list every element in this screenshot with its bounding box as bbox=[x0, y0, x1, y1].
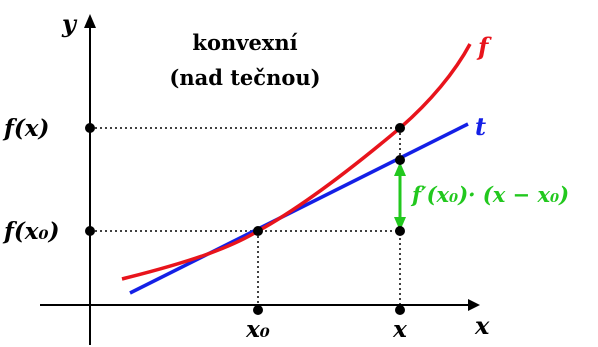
point-x0-axis bbox=[253, 305, 263, 315]
difference-label: f′(x₀)· (x − x₀) bbox=[410, 182, 569, 207]
x-axis-label: x bbox=[474, 311, 490, 340]
difference-arrowhead-top bbox=[394, 162, 406, 176]
point-tangency bbox=[253, 226, 263, 236]
tangent-line bbox=[129, 122, 469, 295]
point-level-x bbox=[395, 226, 405, 236]
point-curve-x bbox=[395, 123, 405, 133]
x-axis-arrow bbox=[468, 299, 480, 311]
point-tangent-x bbox=[395, 155, 405, 165]
y-axis-label: y bbox=[61, 9, 78, 38]
y-axis-arrow bbox=[84, 14, 96, 28]
difference-arrowhead-bottom bbox=[394, 217, 406, 231]
tick-label-x: x bbox=[392, 316, 407, 343]
title-line-2: (nad tečnou) bbox=[169, 65, 320, 90]
function-label: f bbox=[476, 32, 492, 61]
title-line-1: konvexní bbox=[192, 30, 297, 55]
function-curve bbox=[121, 43, 472, 281]
point-fx-axis bbox=[85, 123, 95, 133]
tick-label-fx: f(x) bbox=[2, 115, 49, 142]
point-fx0-axis bbox=[85, 226, 95, 236]
tangent-label: t bbox=[475, 112, 486, 141]
tick-label-x0: x₀ bbox=[245, 316, 270, 343]
tick-label-fx0: f(x₀) bbox=[2, 218, 59, 245]
point-x-axis bbox=[395, 305, 405, 315]
